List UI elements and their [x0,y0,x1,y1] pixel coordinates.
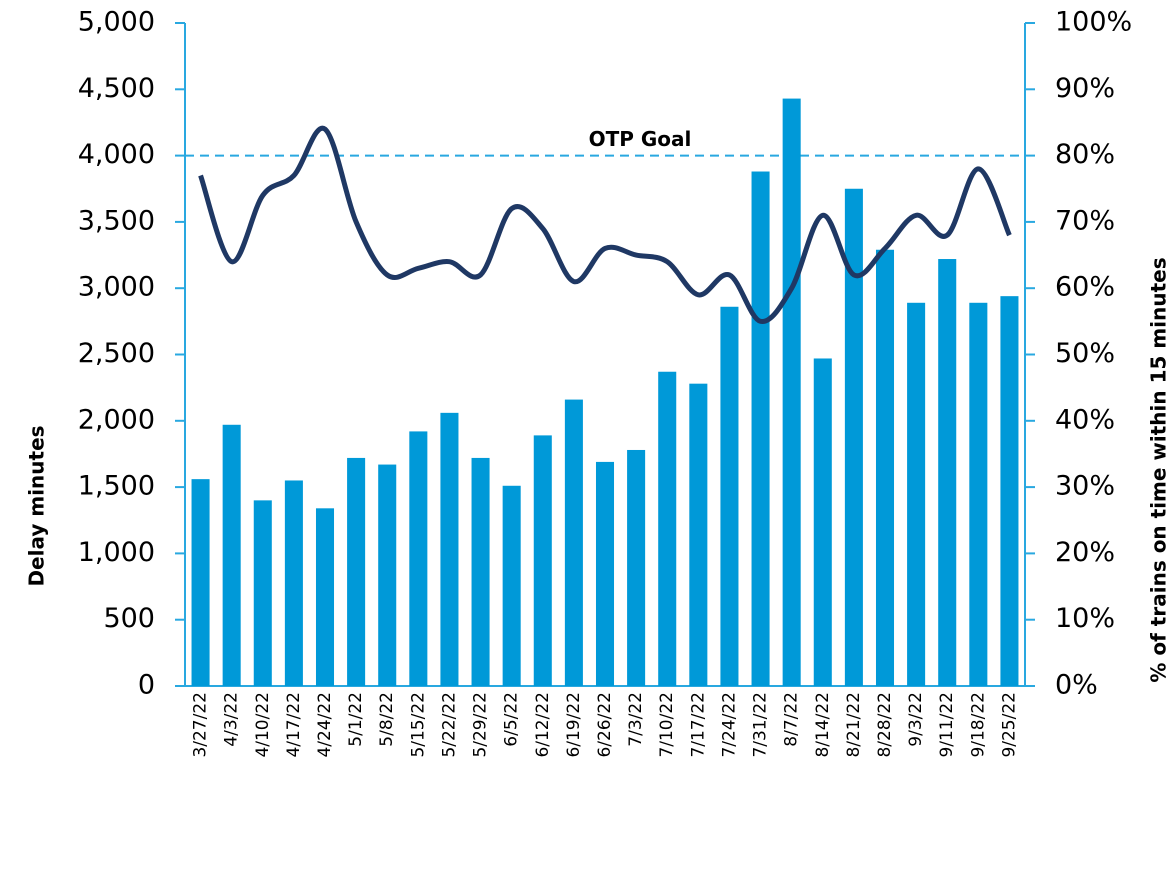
bar [347,457,366,686]
bar [533,435,552,686]
bar [315,508,335,686]
x-tick-label: 4/24/22 [315,692,335,758]
bar [1000,296,1019,686]
bar [844,188,863,686]
x-tick-label: 8/28/22 [875,692,895,758]
y-tick-label: 3,500 [78,205,155,236]
y-tick-label: 4,500 [78,73,155,104]
y2-tick-label: 50% [1055,338,1115,369]
bar [751,171,770,687]
y-tick-label: 4,000 [78,139,155,170]
y2-tick-label: 90% [1055,73,1115,104]
bar [782,98,801,686]
bar [875,249,895,686]
x-tick-label: 5/22/22 [439,692,459,758]
x-tick-label: 8/21/22 [844,692,864,758]
y2-tick-label: 100% [1055,7,1132,38]
bar [378,464,397,686]
x-tick-label: 8/7/22 [782,692,802,747]
bar [191,479,210,686]
bar [720,306,739,686]
bar [627,449,646,686]
y-axis-title: Delay minutes [25,425,49,586]
goal-label: OTP Goal [589,127,692,151]
x-tick-label: 6/12/22 [533,692,553,758]
bar [222,424,241,686]
x-tick-label: 9/18/22 [968,692,988,758]
bar [689,383,708,686]
x-tick-label: 6/26/22 [595,692,615,758]
x-tick-label: 5/15/22 [408,692,428,758]
bar [658,371,677,686]
x-tick-label: 4/10/22 [253,692,273,758]
x-tick-label: 6/19/22 [564,692,584,758]
x-tick-label: 7/31/22 [751,692,771,758]
y2-axis-title: % of trains on time within 15 minutes [1147,257,1171,682]
line [198,125,1012,324]
x-tick-label: 3/27/22 [191,692,211,758]
x-tick-label: 7/17/22 [688,692,708,758]
bar [907,302,926,686]
bar [969,302,988,686]
x-tick-label: 4/17/22 [284,692,304,758]
y-tick-label: 3,000 [78,272,155,303]
x-tick-label: 4/3/22 [222,692,242,747]
bar [440,412,459,686]
x-tick-label: 5/29/22 [471,692,491,758]
y-tick-label: 5,000 [78,7,155,38]
y2-tick-label: 0% [1055,670,1098,701]
y-tick-label: 500 [103,603,155,634]
x-tick-label: 5/8/22 [377,692,397,747]
bar [564,399,583,686]
bar [595,461,615,686]
y2-tick-label: 30% [1055,471,1115,502]
y-tick-label: 2,000 [78,404,155,435]
y2-tick-label: 20% [1055,537,1115,568]
y-tick-label: 0 [138,670,155,701]
x-tick-label: 8/14/22 [813,692,833,758]
y2-tick-label: 70% [1055,205,1115,236]
bar [284,480,303,686]
bar [938,259,957,686]
y2-tick-label: 10% [1055,603,1115,634]
x-tick-label: 9/25/22 [999,692,1019,758]
y-tick-label: 1,000 [78,537,155,568]
y-tick-label: 2,500 [78,338,155,369]
x-tick-label: 6/5/22 [502,692,522,747]
x-tick-label: 5/1/22 [346,692,366,747]
y2-tick-label: 80% [1055,139,1115,170]
y-tick-label: 1,500 [78,471,155,502]
y2-tick-label: 60% [1055,272,1115,303]
bar [409,431,428,686]
y2-tick-label: 40% [1055,404,1115,435]
x-tick-label: 9/3/22 [906,692,926,747]
x-tick-label: 7/24/22 [719,692,739,758]
bar [813,358,832,686]
bar [471,457,490,686]
bar [253,500,272,686]
x-tick-label: 7/3/22 [626,692,646,747]
x-tick-label: 7/10/22 [657,692,677,758]
bar [502,485,521,686]
x-tick-label: 9/11/22 [937,692,957,758]
